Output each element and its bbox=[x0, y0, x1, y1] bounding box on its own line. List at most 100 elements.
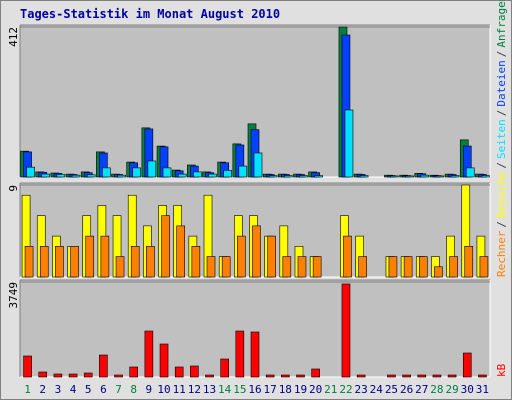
bar bbox=[55, 246, 64, 278]
x-tick-label: 27 bbox=[415, 383, 428, 396]
x-tick-label: 9 bbox=[146, 383, 153, 396]
bar bbox=[99, 354, 108, 378]
bar bbox=[358, 256, 367, 278]
x-tick-label: 26 bbox=[400, 383, 413, 396]
bar bbox=[341, 283, 351, 378]
x-tick-label: 7 bbox=[115, 383, 122, 396]
x-tick-label: 14 bbox=[218, 383, 232, 396]
x-tick-label: 8 bbox=[130, 383, 137, 396]
bar bbox=[161, 215, 170, 278]
bar bbox=[344, 109, 354, 178]
bar bbox=[267, 235, 276, 278]
bar bbox=[252, 225, 261, 278]
bar bbox=[314, 175, 323, 178]
x-tick-label: 25 bbox=[385, 383, 398, 396]
bar bbox=[146, 246, 155, 278]
x-tick-label: 30 bbox=[461, 383, 474, 396]
bar bbox=[159, 343, 169, 378]
bar bbox=[193, 171, 202, 178]
bar bbox=[235, 330, 245, 378]
x-tick-label: 1 bbox=[24, 383, 31, 396]
bar bbox=[162, 167, 172, 178]
bar bbox=[114, 374, 123, 378]
bar bbox=[41, 173, 51, 178]
bar bbox=[312, 256, 322, 278]
x-tick-label: 29 bbox=[445, 383, 458, 396]
bar bbox=[464, 246, 474, 278]
legend-entry: Rechner bbox=[495, 230, 508, 277]
x-tick-label: 5 bbox=[85, 383, 92, 396]
bar bbox=[220, 358, 229, 378]
bar bbox=[268, 175, 278, 178]
bar bbox=[132, 167, 142, 178]
bar bbox=[250, 331, 260, 378]
chart-title: Tages-Statistik im Monat August 2010 bbox=[20, 7, 280, 21]
legend-separator: / bbox=[495, 162, 508, 169]
bar bbox=[38, 371, 48, 378]
x-tick-label: 28 bbox=[430, 383, 443, 396]
bar bbox=[102, 167, 111, 178]
bar bbox=[100, 235, 110, 278]
legend: Rechner / Besuche / Seiten / Dateien / Anfragen bbox=[495, 0, 508, 277]
bar bbox=[205, 374, 214, 378]
x-tick-label: 21 bbox=[324, 383, 337, 396]
bar bbox=[390, 175, 399, 178]
legend-separator: / bbox=[495, 110, 508, 117]
legend-entry: Besuche bbox=[495, 172, 508, 218]
bar bbox=[282, 256, 292, 278]
bar bbox=[481, 175, 490, 178]
bar bbox=[435, 175, 445, 178]
bar bbox=[281, 374, 290, 378]
bar bbox=[449, 256, 458, 278]
bar bbox=[299, 175, 308, 178]
bar bbox=[174, 366, 184, 378]
x-tick-label: 19 bbox=[294, 383, 307, 396]
bar bbox=[117, 174, 126, 178]
x-tick-label: 31 bbox=[476, 383, 489, 396]
bar bbox=[85, 235, 95, 278]
x-tick-label: 15 bbox=[233, 383, 246, 396]
bar bbox=[191, 246, 201, 278]
bar bbox=[462, 352, 472, 378]
bar bbox=[432, 374, 442, 378]
bar bbox=[70, 246, 79, 278]
bar bbox=[237, 235, 246, 278]
x-tick-label: 10 bbox=[157, 383, 170, 396]
bar bbox=[343, 235, 352, 278]
bar bbox=[447, 374, 457, 378]
bar bbox=[223, 170, 232, 178]
legend-entry: kB bbox=[495, 363, 508, 377]
bar bbox=[387, 374, 396, 378]
bar bbox=[56, 174, 66, 178]
y-tick-label: 412 bbox=[7, 27, 20, 47]
x-tick-label: 4 bbox=[70, 383, 77, 396]
legend-entry: Dateien bbox=[495, 60, 508, 106]
x-tick-label: 3 bbox=[55, 383, 62, 396]
y-tick-label: 9 bbox=[7, 185, 20, 192]
x-tick-label: 23 bbox=[355, 383, 368, 396]
legend: kB bbox=[495, 363, 508, 377]
bar bbox=[68, 373, 78, 378]
bar bbox=[420, 174, 430, 178]
bar bbox=[253, 152, 263, 178]
bar bbox=[465, 167, 475, 178]
x-tick-label: 22 bbox=[339, 383, 352, 396]
bar bbox=[206, 256, 216, 278]
legend-separator: / bbox=[495, 221, 508, 228]
bar bbox=[434, 266, 443, 278]
bar bbox=[190, 365, 199, 378]
x-tick-label: 13 bbox=[203, 383, 216, 396]
bar bbox=[388, 256, 398, 278]
x-tick-label: 24 bbox=[370, 383, 384, 396]
bar bbox=[83, 372, 93, 378]
x-tick-label: 17 bbox=[264, 383, 277, 396]
bar bbox=[359, 175, 369, 178]
bar bbox=[403, 256, 413, 278]
bar bbox=[26, 166, 35, 178]
bar bbox=[53, 373, 63, 378]
x-tick-label: 2 bbox=[39, 383, 46, 396]
bar bbox=[297, 256, 307, 278]
bar bbox=[39, 246, 49, 278]
legend-entry: Anfragen bbox=[495, 0, 508, 48]
